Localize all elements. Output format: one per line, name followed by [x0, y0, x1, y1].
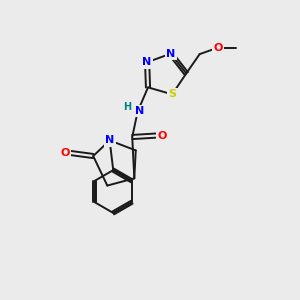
Text: S: S	[168, 89, 176, 99]
Text: H: H	[123, 102, 131, 112]
Text: O: O	[60, 148, 70, 158]
Text: S: S	[168, 89, 176, 99]
Text: O: O	[213, 43, 223, 52]
Text: N: N	[105, 135, 114, 146]
Text: O: O	[157, 130, 167, 140]
Text: N: N	[166, 49, 176, 58]
Text: N: N	[166, 49, 176, 58]
Text: N: N	[135, 106, 145, 116]
Text: N: N	[142, 57, 152, 67]
Text: N: N	[105, 135, 114, 146]
Text: H: H	[123, 102, 131, 112]
Text: N: N	[142, 57, 152, 67]
Text: O: O	[157, 130, 167, 140]
Text: N: N	[135, 106, 145, 116]
Text: O: O	[213, 43, 223, 52]
Text: O: O	[60, 148, 70, 158]
